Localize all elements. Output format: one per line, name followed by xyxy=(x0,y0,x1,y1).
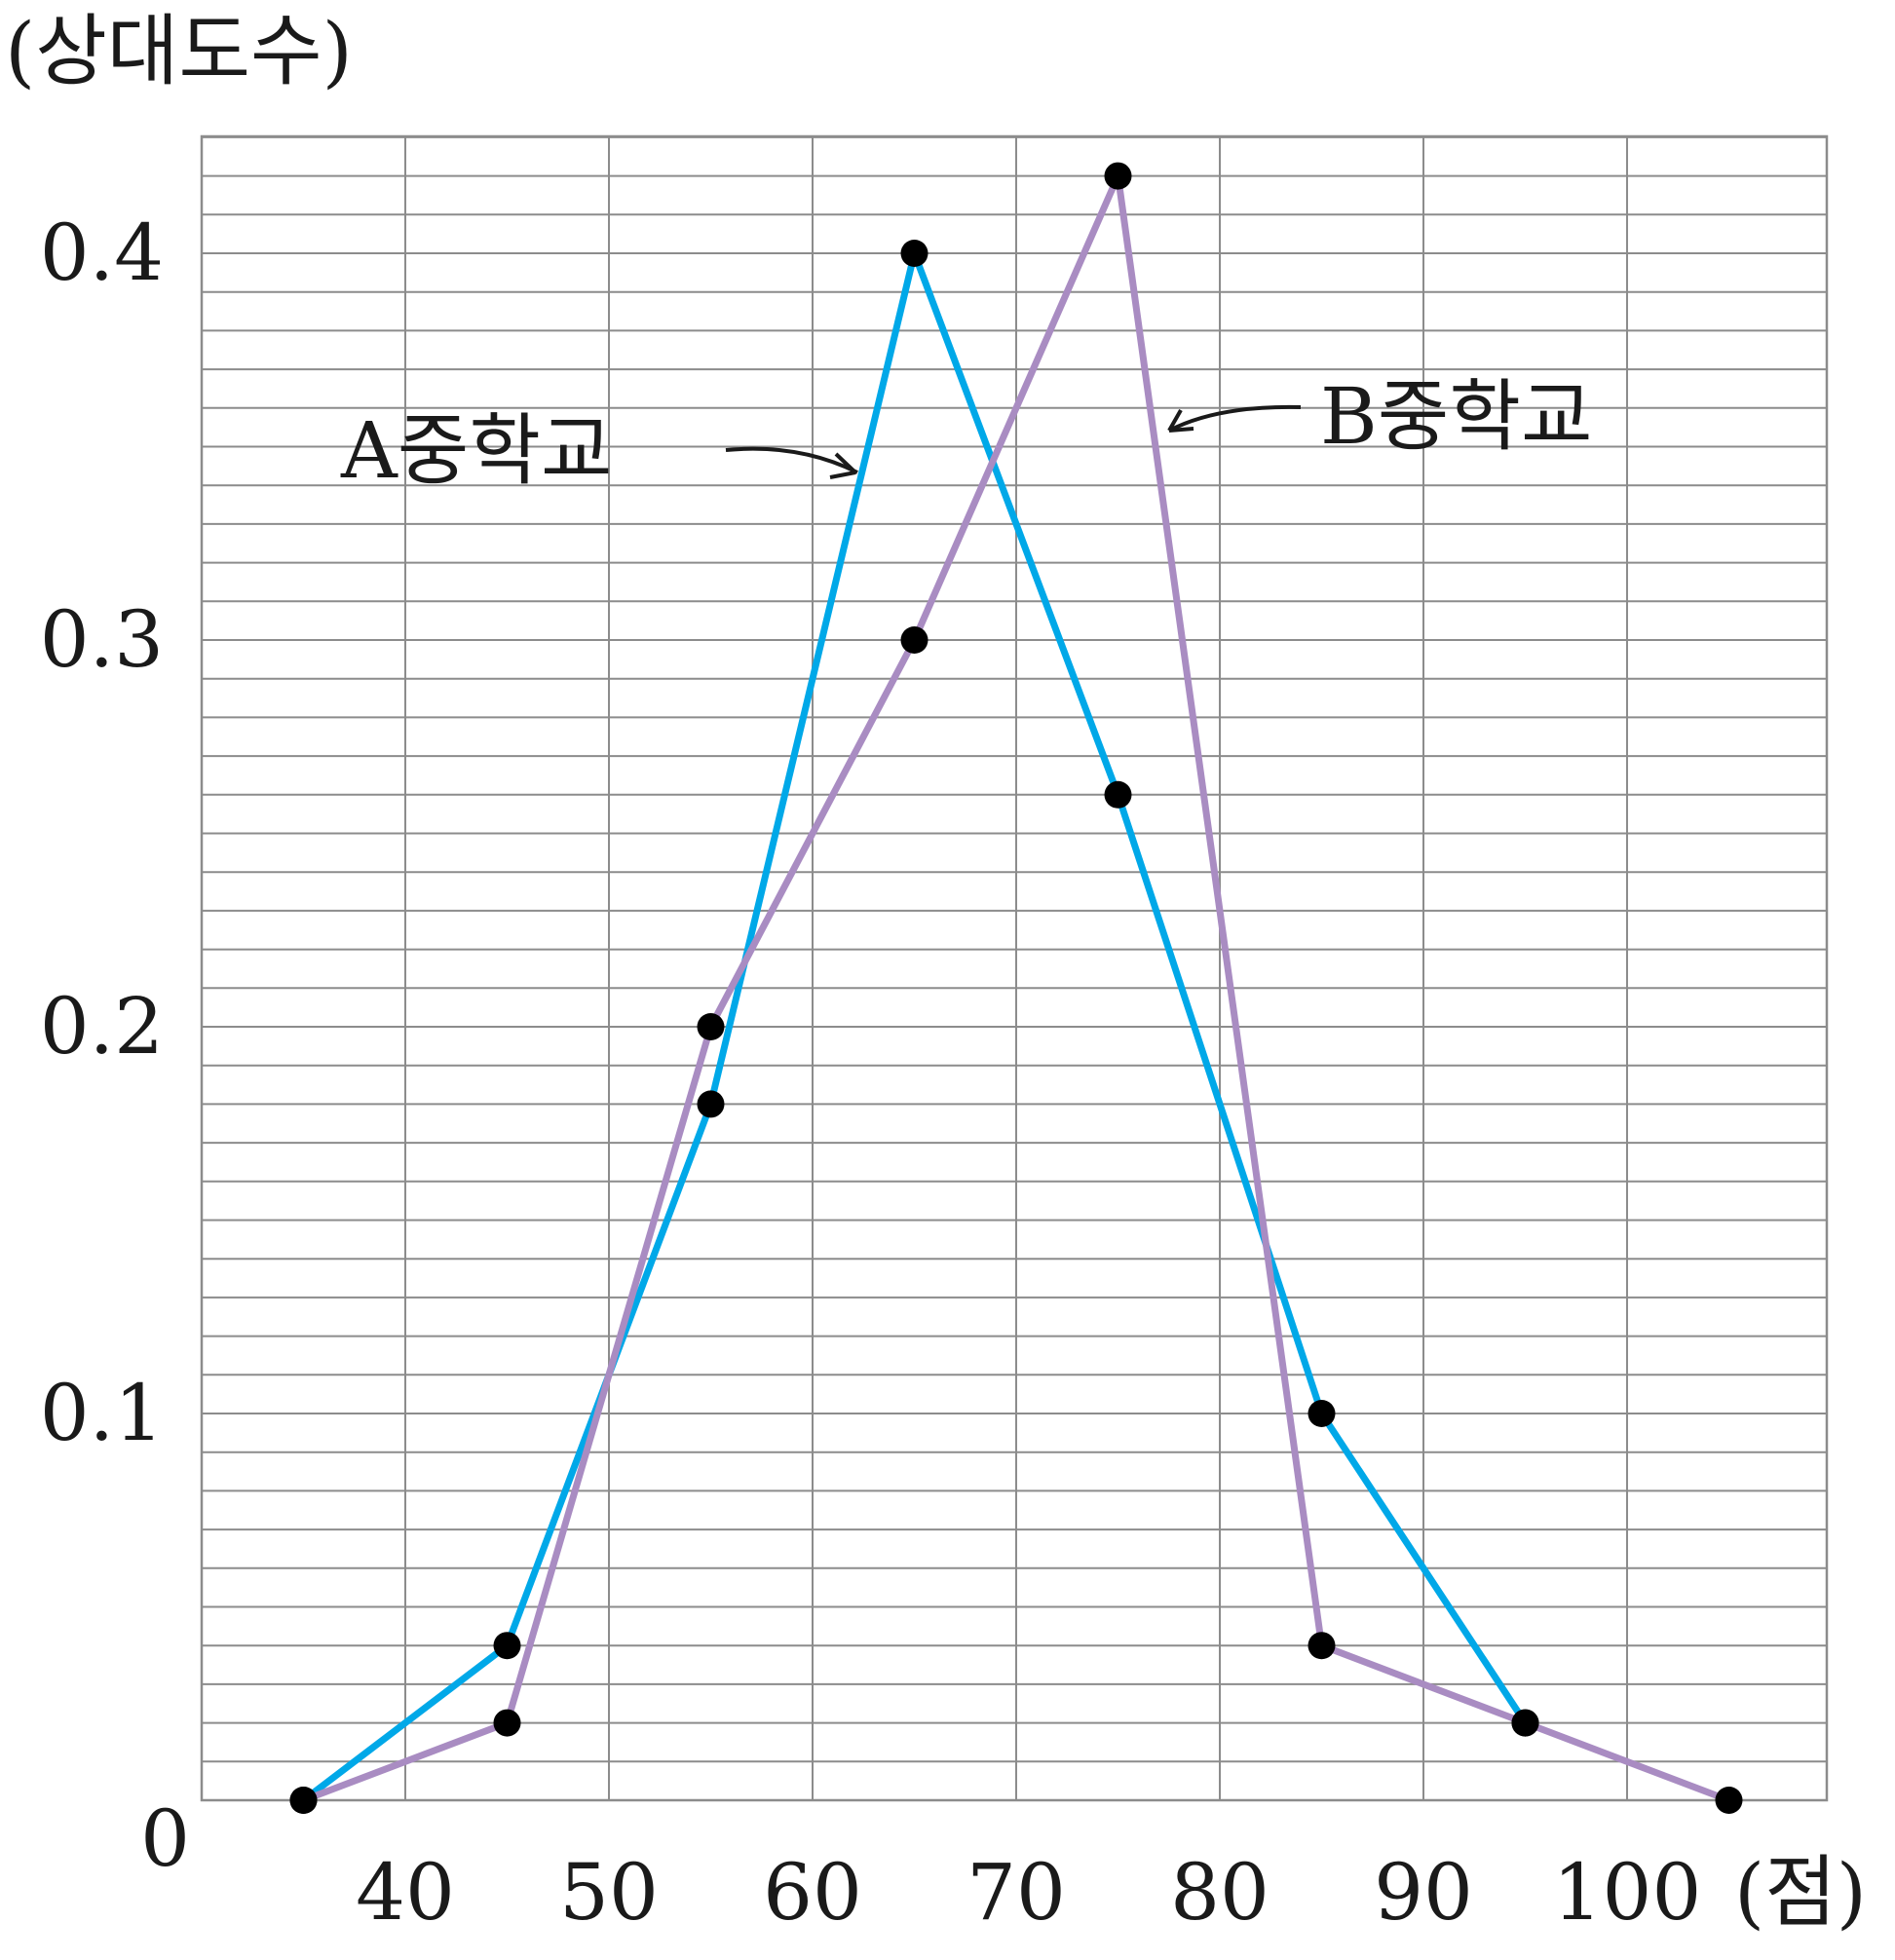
data-point-b xyxy=(289,1787,318,1814)
data-point-b xyxy=(1308,1632,1336,1660)
x-tick-label: 100 xyxy=(1553,1847,1702,1938)
series-b-arrow xyxy=(1168,404,1302,433)
data-point-b xyxy=(900,626,929,654)
y-tick-label: 0.2 xyxy=(40,981,164,1072)
data-point-b xyxy=(1715,1787,1743,1814)
series-label-b: B중학교 xyxy=(1320,371,1593,462)
data-point-b xyxy=(1104,162,1132,190)
plot-frame xyxy=(200,134,1829,1802)
x-tick-label: 50 xyxy=(559,1847,659,1938)
data-point-a xyxy=(697,1090,725,1118)
x-tick-label: 70 xyxy=(966,1847,1066,1938)
plot-border xyxy=(200,134,1829,1802)
data-point-a xyxy=(493,1632,521,1660)
series-points xyxy=(289,162,1743,1814)
series-line-b xyxy=(302,163,1730,1804)
series-b-arrowhead-icon xyxy=(1167,409,1194,433)
grid xyxy=(202,135,1827,1800)
data-point-a xyxy=(1104,780,1132,809)
data-point-b xyxy=(493,1709,521,1737)
x-tick-label: 90 xyxy=(1374,1847,1473,1938)
x-tick-labels: 40 50 60 70 80 90 100 xyxy=(356,1847,1701,1938)
series-a-arrow xyxy=(725,446,858,474)
y-tick-label: 0.1 xyxy=(40,1368,164,1458)
y-axis-label: (상대도수) xyxy=(5,6,353,96)
data-point-b xyxy=(697,1013,725,1040)
x-axis-label: (점) xyxy=(1734,1847,1867,1938)
data-point-a xyxy=(900,240,929,267)
data-point-a xyxy=(1308,1400,1336,1427)
data-point-b xyxy=(1511,1709,1539,1737)
y-tick-labels: 0.1 0.2 0.3 0.4 xyxy=(40,207,164,1458)
y-tick-label: 0.3 xyxy=(40,594,164,685)
x-tick-label: 80 xyxy=(1170,1847,1270,1938)
series-label-a: A중학교 xyxy=(340,405,613,496)
x-tick-label: 60 xyxy=(763,1847,862,1938)
origin-label: 0 xyxy=(140,1793,190,1884)
x-tick-label: 40 xyxy=(356,1847,455,1938)
series-a-arrowhead-icon xyxy=(829,452,857,479)
y-tick-label: 0.4 xyxy=(40,207,164,298)
